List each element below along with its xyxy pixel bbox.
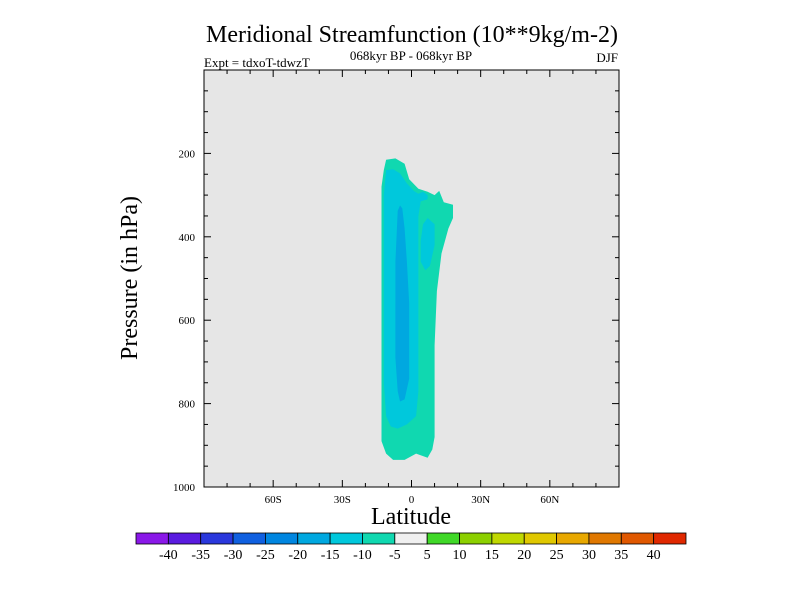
colorbar-swatch: [653, 532, 687, 545]
colorbar-label: 25: [550, 548, 564, 563]
experiment-label: Expt = tdxoT-tdwzT: [204, 55, 310, 70]
x-tick-label: 30S: [334, 494, 351, 506]
colorbar-label: -30: [224, 548, 243, 563]
x-tick-label: 0: [409, 494, 415, 506]
colorbar-swatch: [426, 532, 460, 545]
chart-title: Meridional Streamfunction (10**9kg/m-2): [206, 22, 618, 48]
contour-region-3: [395, 205, 410, 402]
chart-subtitle: 068kyr BP - 068kyr BP: [350, 48, 472, 63]
colorbar-swatch: [167, 532, 202, 545]
colorbar-swatch: [329, 532, 363, 545]
y-tick-label: 600: [179, 315, 196, 327]
colorbar-label: 20: [517, 548, 531, 563]
axis-ticks: 60S 30S 0 30N 60N 200 400 600 800 1000: [173, 70, 619, 506]
colorbar-label: 5: [424, 548, 431, 563]
y-tick-label: 1000: [173, 482, 196, 494]
colorbar-label: -15: [321, 548, 340, 563]
colorbar-swatch: [297, 532, 331, 545]
x-tick-label: 30N: [471, 494, 490, 506]
x-tick-label: 60S: [265, 494, 282, 506]
season-label: DJF: [596, 50, 618, 65]
y-tick-label: 400: [179, 232, 196, 244]
y-tick-label: 800: [179, 399, 196, 411]
colorbar-label: 10: [453, 548, 467, 563]
contour-region-2: [420, 218, 435, 271]
x-axis-label: Latitude: [371, 504, 451, 530]
colorbar-label: -25: [256, 548, 275, 563]
colorbar-swatch: [232, 532, 266, 545]
colorbar-swatch: [135, 532, 169, 545]
colorbar-swatch: [523, 532, 557, 545]
colorbar-label: -5: [389, 548, 401, 563]
colorbar-label: 15: [485, 548, 499, 563]
colorbar-swatch: [394, 532, 428, 545]
colorbar-swatch: [459, 532, 493, 545]
colorbar-swatch: [556, 532, 590, 545]
colorbar-label: -35: [191, 548, 210, 563]
colorbar-label: -40: [159, 548, 178, 563]
colorbar-label: 30: [582, 548, 596, 563]
x-tick-label: 60N: [540, 494, 559, 506]
colorbar-swatch: [491, 532, 525, 545]
colorbar-label: -20: [288, 548, 307, 563]
colorbar-swatch: [362, 532, 396, 545]
colorbar-label: -10: [353, 548, 372, 563]
y-axis-label: Pressure (in hPa): [117, 196, 143, 360]
colorbar-swatch: [620, 532, 655, 545]
colorbar-swatch: [265, 532, 299, 545]
colorbar: -40 -35 -30 -25 -20 -15 -10 -5 5 10 15 20 25 30 35 40: [135, 532, 687, 563]
contour-fills: [381, 158, 453, 460]
colorbar-swatch: [588, 532, 622, 545]
colorbar-label: 35: [614, 548, 628, 563]
colorbar-swatch: [200, 532, 234, 545]
colorbar-label: 40: [647, 548, 661, 563]
y-tick-label: 200: [179, 148, 196, 160]
